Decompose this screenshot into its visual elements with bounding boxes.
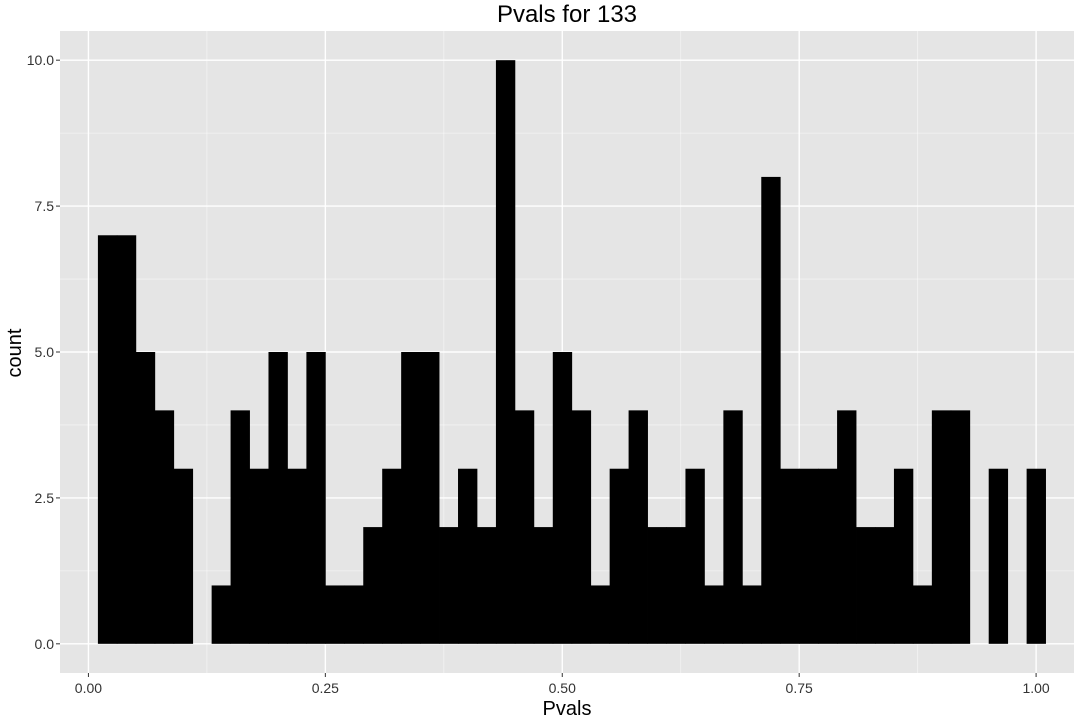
- y-tick-label: 7.5: [35, 198, 55, 214]
- histogram-bar: [249, 468, 269, 644]
- histogram-bar: [874, 527, 895, 644]
- x-axis-ticks: 0.00 0.25 0.50 0.75 1.00: [75, 673, 1050, 696]
- histogram-bar: [742, 585, 762, 644]
- histogram-bar: [97, 235, 118, 644]
- histogram-bar: [533, 527, 554, 644]
- histogram-bar: [495, 60, 516, 644]
- histogram-bar: [761, 176, 781, 644]
- histogram-bar: [552, 352, 573, 644]
- chart-title: Pvals for 133: [497, 1, 637, 28]
- y-tick-label: 10.0: [27, 52, 54, 68]
- y-tick-label: 2.5: [35, 490, 55, 506]
- histogram-bar: [439, 527, 459, 644]
- histogram-bar: [116, 235, 137, 644]
- histogram-bar: [344, 585, 364, 644]
- histogram-bar: [458, 468, 478, 644]
- histogram-bar: [287, 468, 307, 644]
- histogram-bar: [306, 352, 326, 644]
- histogram-bar: [893, 468, 914, 644]
- histogram-bar: [211, 585, 231, 644]
- histogram-bar: [628, 410, 648, 644]
- histogram-bar: [363, 527, 383, 644]
- y-tick-label: 0.0: [35, 636, 55, 652]
- histogram-bar: [571, 410, 592, 644]
- histogram-bar: [173, 468, 194, 644]
- histogram-bar: [723, 410, 743, 644]
- histogram-bar: [609, 468, 629, 644]
- histogram-bar: [154, 410, 175, 644]
- histogram-bars: [97, 60, 1046, 644]
- histogram-bar: [647, 527, 667, 644]
- histogram-bar: [401, 352, 421, 644]
- histogram-bar: [912, 585, 933, 644]
- histogram-bar: [685, 468, 705, 644]
- histogram-bar: [931, 410, 952, 644]
- histogram-bar: [666, 527, 686, 644]
- x-tick-label: 1.00: [1022, 680, 1049, 696]
- x-axis-title: Pvals: [543, 698, 592, 720]
- histogram-bar: [950, 410, 971, 644]
- x-tick-label: 0.75: [786, 680, 813, 696]
- x-tick-label: 0.00: [75, 680, 102, 696]
- x-tick-label: 0.50: [549, 680, 576, 696]
- x-tick-label: 0.25: [312, 680, 339, 696]
- histogram-bar: [268, 352, 288, 644]
- histogram-bar: [1026, 468, 1046, 644]
- histogram-bar: [230, 410, 250, 644]
- histogram-bar: [780, 468, 800, 644]
- histogram-bar: [704, 585, 724, 644]
- y-tick-label: 5.0: [35, 344, 55, 360]
- histogram-bar: [590, 585, 611, 644]
- histogram-bar: [514, 410, 535, 644]
- histogram-bar: [856, 527, 876, 644]
- histogram-bar: [476, 527, 497, 644]
- y-axis-ticks: 0.0 2.5 5.0 7.5 10.0: [27, 52, 60, 652]
- histogram-bar: [325, 585, 345, 644]
- histogram-bar: [420, 352, 440, 644]
- histogram-bar: [382, 468, 402, 644]
- y-axis-title: count: [4, 328, 26, 377]
- histogram-bar: [988, 468, 1009, 644]
- histogram-bar: [837, 410, 857, 644]
- histogram-bar: [799, 468, 819, 644]
- histogram-bar: [818, 468, 838, 644]
- histogram-bar: [135, 352, 156, 644]
